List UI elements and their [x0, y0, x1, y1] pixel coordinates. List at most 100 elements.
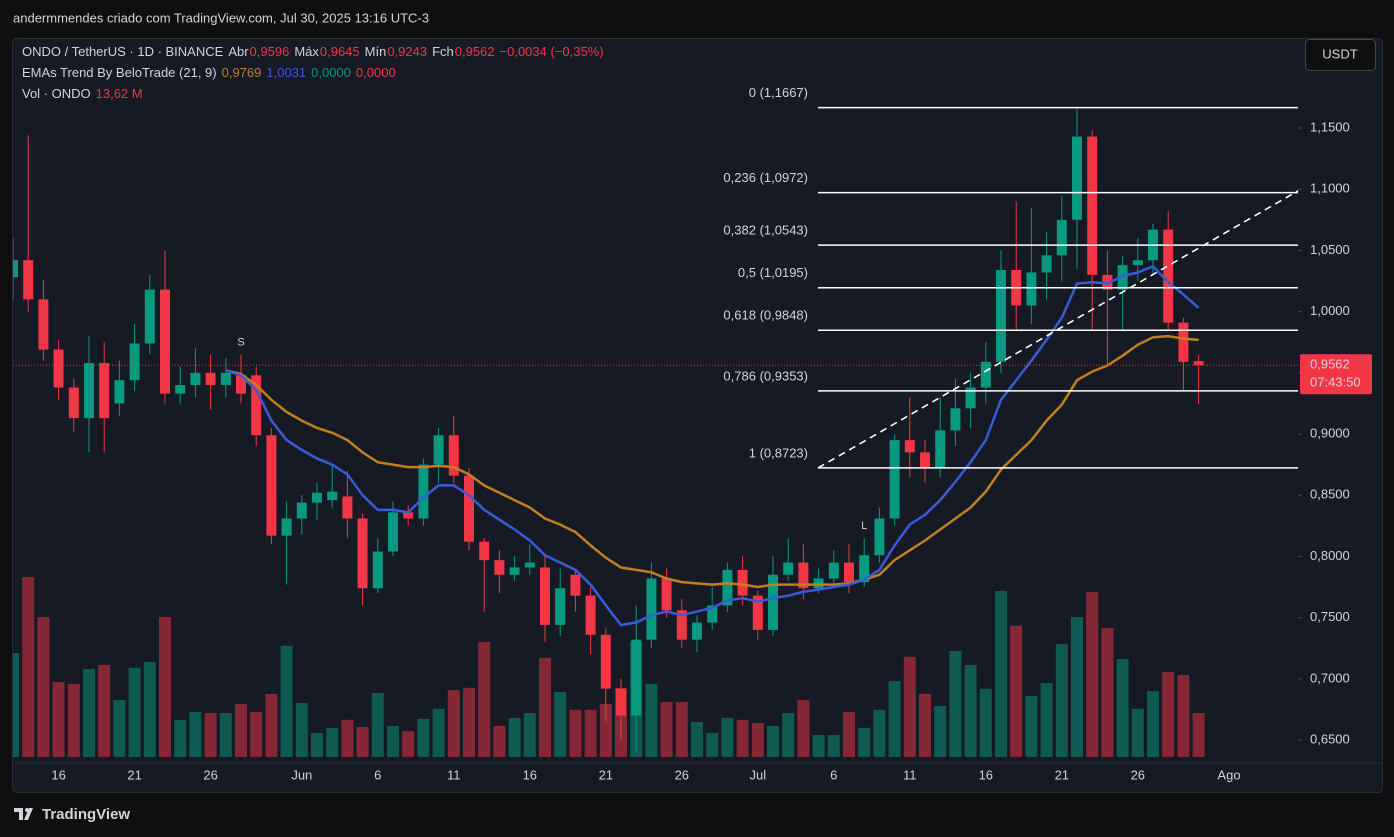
ohlc-value: 0,9243 [387, 44, 427, 59]
volume-bar [812, 735, 825, 757]
fib-label: 0,382 (1,0543) [723, 223, 808, 238]
volume-bar [159, 617, 171, 757]
volume-bar [949, 651, 962, 757]
x-tick-label: 6 [830, 767, 837, 782]
ohlc-value: 0,9645 [320, 44, 360, 59]
signal-label: L [861, 520, 867, 532]
candle-body [1193, 361, 1204, 366]
volume-bar [1131, 708, 1144, 757]
volume-bar [1147, 691, 1159, 757]
volume-bar [599, 704, 612, 757]
x-tick-label: 21 [127, 767, 141, 782]
candle-body [600, 634, 611, 689]
candle-body [403, 512, 414, 519]
candle-body [965, 387, 976, 409]
x-tick-label: 21 [1055, 767, 1069, 782]
currency-label[interactable]: USDT [1322, 46, 1357, 61]
volume-bar [447, 690, 460, 757]
plot-area: SL [13, 107, 1298, 757]
ema-line [225, 334, 1199, 589]
volume-bar [736, 719, 749, 757]
volume-bar [1055, 643, 1068, 757]
candle-body [357, 518, 368, 589]
fib-label: 0,618 (0,9848) [723, 308, 808, 323]
candle-body [129, 343, 140, 381]
volume-bar [13, 652, 19, 757]
y-tick-label: 0,8000 [1310, 548, 1350, 563]
volume-bar [721, 717, 734, 757]
candle-body [874, 518, 885, 556]
y-tick-label: 1,0500 [1310, 242, 1350, 257]
ohlc-value: 0,9596 [250, 44, 290, 59]
candle-body [828, 562, 839, 579]
fib-label: 0,5 (1,0195) [738, 265, 808, 280]
currency-button[interactable] [1305, 39, 1376, 71]
candle-body [84, 363, 94, 419]
y-tick-label: 0,6500 [1310, 731, 1350, 746]
volume-bar [311, 733, 323, 757]
y-tick-label: 0,7000 [1310, 670, 1350, 685]
volume-bar [128, 667, 141, 757]
candle-body [38, 299, 49, 350]
volume-bar [189, 712, 202, 757]
volume-bar [37, 617, 50, 757]
volume-bar [1101, 628, 1114, 757]
symbol: ONDO / TetherUS · 1D · BINANCE [22, 44, 224, 59]
volume-bar [660, 702, 673, 757]
candle-body [631, 639, 642, 716]
candle-body [737, 569, 748, 596]
fib-label: 0,236 (1,0972) [723, 170, 808, 185]
candle-body [859, 555, 870, 583]
volume-bar [751, 723, 764, 757]
indicator-name: EMAs Trend By BeloTrade (21, 9) [22, 65, 217, 80]
volume-bar [83, 669, 95, 757]
volume-bar [767, 725, 779, 757]
volume-bar [675, 702, 688, 757]
candle-body [99, 363, 110, 419]
candle-body [144, 289, 155, 344]
candle-body [433, 435, 444, 465]
volume-bar [295, 703, 308, 757]
volume-bar [113, 700, 126, 757]
y-tick-label: 0,7500 [1310, 609, 1350, 624]
volume-bar [508, 717, 521, 757]
volume-bar [356, 726, 369, 757]
volume-bar [979, 688, 992, 757]
candle-body [524, 562, 535, 568]
volume-bar [843, 712, 855, 757]
attribution: andermmendes criado com TradingView.com,… [13, 10, 429, 25]
volume-bar [174, 719, 187, 757]
volume-bar [204, 713, 217, 757]
x-tick-label: 26 [203, 767, 217, 782]
candle-body [661, 578, 672, 611]
volume-bar [52, 682, 65, 757]
candle-body [1178, 322, 1189, 362]
volume-bar [1116, 659, 1129, 757]
volume-bar [934, 705, 947, 757]
fib-label: 0 (1,1667) [749, 85, 808, 100]
candle-body [464, 475, 474, 542]
candle-body [175, 385, 186, 394]
candle-body [1041, 255, 1052, 273]
volume-bar [1010, 625, 1023, 757]
volume-bar [539, 657, 551, 757]
change: −0,0034 (−0,35%) [500, 44, 604, 59]
volume-bar [903, 656, 916, 757]
candle-body [980, 361, 991, 388]
candle-body [418, 464, 429, 519]
indicator-value: 0,9769 [222, 65, 262, 80]
volume-bar [554, 692, 567, 757]
candle-body [920, 452, 930, 469]
candle-body [950, 408, 961, 431]
volume-bar [873, 709, 886, 757]
ohlc-label: Fch [432, 44, 454, 59]
volume-bar [341, 719, 354, 757]
volume-value: 13,62 M [96, 86, 143, 101]
candle-body [1056, 219, 1067, 256]
brand-logo [14, 808, 33, 820]
volume-bar [432, 708, 445, 757]
volume-bar [98, 664, 111, 757]
candle-body [266, 435, 277, 536]
candle-body [889, 440, 900, 519]
